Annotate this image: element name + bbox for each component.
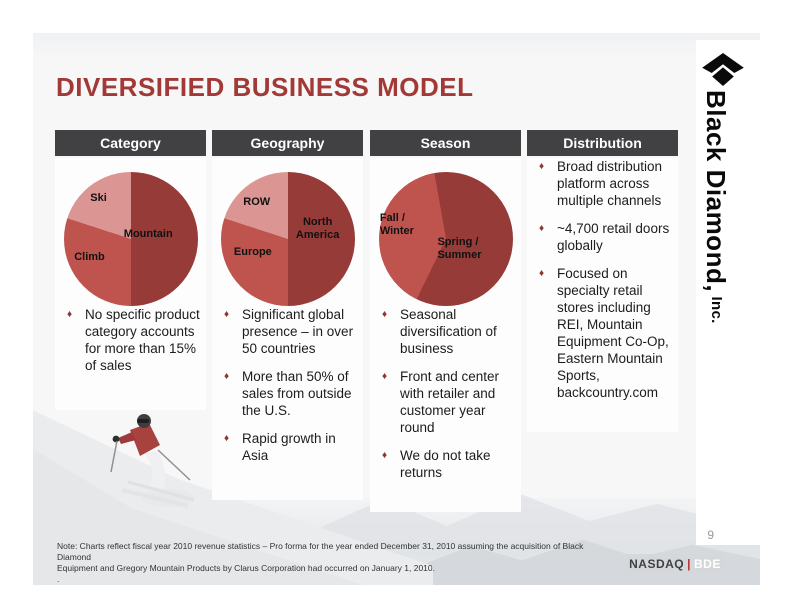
footnote-line: Note: Charts reflect fiscal year 2010 re… [57,541,584,562]
page-number: 9 [707,528,714,542]
ticker-separator: | [687,556,692,571]
bullet-list-category: ♦ No specific product category accounts f… [55,306,206,374]
brand-name-suffix: Inc. [708,292,725,324]
pie-slice-label: Europe [233,245,272,258]
diamond-bullet-icon: ♦ [67,309,73,320]
bullet-text: No specific product category accounts fo… [85,307,200,373]
column-header-geography: Geography [212,130,363,156]
bullet-list-season: ♦ Seasonal diversification of business ♦ Fr… [370,306,521,481]
pie-slice-label: Fall / Winter [379,212,414,238]
page-title: DIVERSIFIED BUSINESS MODEL [56,72,474,103]
pie-chart-category: Mountain Climb Ski [63,172,198,306]
brand-name-main: Black Diamond, [701,90,731,293]
bullet-item: ♦ More than 50% of sales from outside the… [222,368,357,419]
diamond-bullet-icon: ♦ [224,433,230,444]
bullet-list-geography: ♦ Significant global presence – in over 5… [212,306,363,464]
pie-chart-season: Spring / Summer Fall / Winter [378,172,513,306]
bullet-text: Rapid growth in Asia [242,431,336,463]
bullet-text: ~4,700 retail doors globally [557,221,670,253]
panel-season: Spring / Summer Fall / Winter ♦ Seasonal d… [370,158,521,512]
black-diamond-logo-icon [702,53,744,86]
pie-slice-label: ROW [243,196,271,209]
bullet-text: Front and center with retailer and custo… [400,369,500,435]
bullet-item: ♦ Front and center with retailer and cust… [380,368,515,436]
pie-slice-label: Spring / Summer [437,236,482,262]
column-header-distribution: Distribution [527,130,678,156]
panel-category: Mountain Climb Ski ♦ No specific product ca… [55,158,206,410]
column-season: Season Spring / Summer Fall / Winter ♦ Sea… [370,130,521,512]
bullet-text: Broad distribution platform across multi… [557,159,663,208]
bullet-item: ♦ Significant global presence – in over 5… [222,306,357,357]
diamond-bullet-icon: ♦ [382,450,388,461]
ticker-symbol: BDE [694,556,721,571]
diamond-bullet-icon: ♦ [382,309,388,320]
ticker-exchange: NASDAQ [629,556,685,571]
bullet-list-distribution: ♦ Broad distribution platform across mult… [527,158,678,401]
panel-distribution: ♦ Broad distribution platform across mult… [527,158,678,432]
diamond-bullet-icon: ♦ [382,371,388,382]
bullet-item: ♦ Focused on specialty retail stores incl… [537,265,672,401]
diamond-bullet-icon: ♦ [539,268,545,279]
pie-chart-geography: North America Europe ROW [220,172,355,306]
diamond-bullet-icon: ♦ [224,371,230,382]
bullet-text: Seasonal diversification of business [400,307,497,356]
column-header-category: Category [55,130,206,156]
bullet-item: ♦ ~4,700 retail doors globally [537,220,672,254]
column-header-season: Season [370,130,521,156]
bullet-item: ♦ Seasonal diversification of business [380,306,515,357]
bullet-item: ♦ No specific product category accounts f… [65,306,200,374]
ticker-badge: NASDAQ | BDE [625,554,725,573]
column-geography: Geography North America Europe ROW ♦ Signif… [212,130,363,500]
brand-sidebar [696,40,792,545]
pie-slice-label: North America [295,216,340,242]
skier-photo-figure [110,414,195,508]
bullet-text: Focused on specialty retail stores inclu… [557,266,669,400]
background-mountains-top [33,33,760,59]
column-distribution: Distribution ♦ Broad distribution platfor… [527,130,678,432]
brand-name: Black Diamond, Inc. [700,90,731,410]
bullet-item: ♦ We do not take returns [380,447,515,481]
diamond-bullet-icon: ♦ [539,161,545,172]
bullet-item: ♦ Broad distribution platform across mult… [537,158,672,209]
diamond-bullet-icon: ♦ [224,309,230,320]
pie-slice-label: Ski [90,192,107,205]
footnote: Note: Charts reflect fiscal year 2010 re… [57,541,609,585]
column-category: Category Mountain Climb Ski ♦ No specific p… [55,130,206,410]
pie-slice-label: Mountain [123,228,173,241]
footnote-line: Equipment and Gregory Mountain Products … [57,563,435,573]
pie-slice-label: Climb [74,251,105,264]
footnote-line: . [57,574,60,584]
bullet-item: ♦ Rapid growth in Asia [222,430,357,464]
bullet-text: We do not take returns [400,448,491,480]
bullet-text: More than 50% of sales from outside the … [242,369,352,418]
panel-geography: North America Europe ROW ♦ Significant glob… [212,158,363,500]
diamond-bullet-icon: ♦ [539,223,545,234]
bullet-text: Significant global presence – in over 50… [242,307,354,356]
